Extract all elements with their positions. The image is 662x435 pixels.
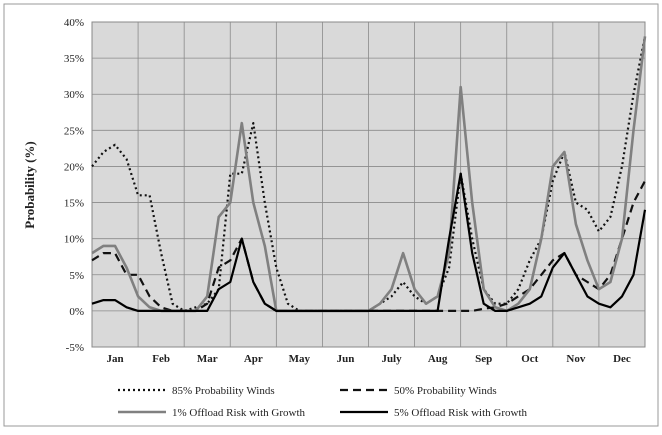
series-line <box>91 172 647 312</box>
y-tick-label: 30% <box>64 89 84 101</box>
y-tick-label: -5% <box>66 342 84 354</box>
x-tick-label: Apr <box>244 353 263 365</box>
y-tick-label: 35% <box>64 53 84 65</box>
x-tick-label: Dec <box>613 353 631 365</box>
x-tick-label: Oct <box>521 353 538 365</box>
series-line <box>91 36 647 312</box>
x-tick-label: Aug <box>428 353 448 365</box>
x-tick-label: Nov <box>566 353 585 365</box>
y-tick-label: 25% <box>64 125 84 137</box>
y-tick-label: 10% <box>64 234 84 246</box>
x-tick-label: July <box>381 353 402 365</box>
y-tick-label: 5% <box>69 270 84 282</box>
y-tick-label: 20% <box>64 161 84 173</box>
x-tick-label: Jan <box>106 353 123 365</box>
x-tick-label: Mar <box>197 353 218 365</box>
x-tick-label: Feb <box>152 353 170 365</box>
y-axis-label: Probability (%) <box>22 141 37 229</box>
legend-label: 50% Probability Winds <box>394 385 497 397</box>
legend-label: 5% Offload Risk with Growth <box>394 407 528 419</box>
y-tick-label: 15% <box>64 198 84 210</box>
y-tick-label: 40% <box>64 17 84 29</box>
y-tick-label: 0% <box>69 306 84 318</box>
x-tick-label: Jun <box>337 353 355 365</box>
x-tick-label: Sep <box>475 353 492 365</box>
legend-label: 85% Probability Winds <box>172 385 275 397</box>
x-tick-label: May <box>289 353 311 365</box>
series-line <box>91 180 646 312</box>
legend-label: 1% Offload Risk with Growth <box>172 407 306 419</box>
